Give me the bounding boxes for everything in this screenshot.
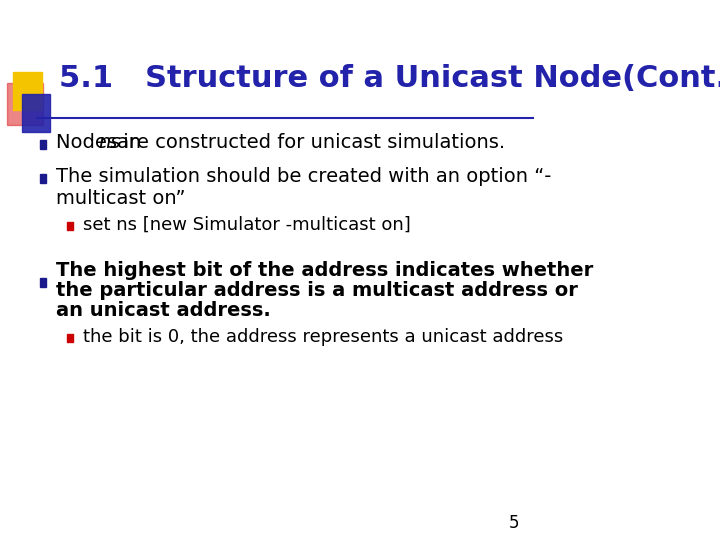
Bar	[68, 222, 73, 230]
Text: The simulation should be created with an option “-: The simulation should be created with an…	[55, 167, 551, 186]
Bar	[40, 278, 46, 287]
Text: are constructed for unicast simulations.: are constructed for unicast simulations.	[111, 133, 505, 152]
Text: 5: 5	[508, 514, 519, 532]
Text: The highest bit of the address indicates whether: The highest bit of the address indicates…	[55, 261, 593, 280]
Text: Nodes in: Nodes in	[55, 133, 147, 152]
Text: the bit is 0, the address represents a unicast address: the bit is 0, the address represents a u…	[83, 328, 563, 346]
Text: set ns [new Simulator -multicast on]: set ns [new Simulator -multicast on]	[83, 216, 411, 234]
Text: the particular address is a multicast address or: the particular address is a multicast ad…	[55, 281, 577, 300]
Text: ns: ns	[98, 133, 120, 152]
Text: 5.1   Structure of a Unicast Node(Cont.): 5.1 Structure of a Unicast Node(Cont.)	[59, 64, 720, 93]
Bar	[40, 173, 46, 183]
Bar	[22, 94, 50, 132]
Bar	[40, 139, 46, 148]
Bar	[14, 72, 42, 110]
Bar	[68, 334, 73, 342]
Text: multicast on”: multicast on”	[55, 189, 185, 208]
Text: an unicast address.: an unicast address.	[55, 301, 271, 320]
Bar	[7, 83, 43, 125]
